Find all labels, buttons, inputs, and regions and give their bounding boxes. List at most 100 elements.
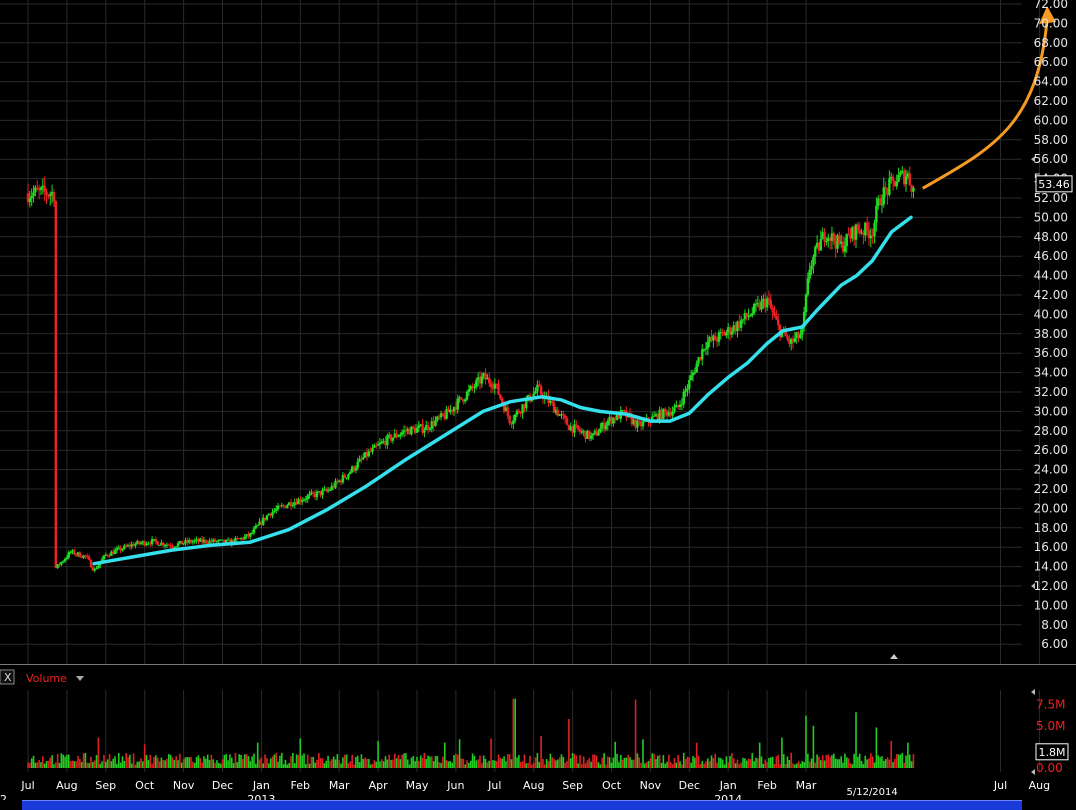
volume-bar [695,742,698,768]
candle-up [165,544,169,546]
volume-bar [395,758,398,768]
candle-up [888,178,891,195]
volume-bar [829,756,831,768]
candle-up [452,407,456,412]
volume-bar [268,763,270,768]
candle-up [174,546,178,548]
volume-bar [495,761,498,768]
volume-bar [727,762,729,768]
volume-bar [397,755,400,768]
volume-bar [62,754,64,768]
candle-down [325,489,328,491]
price-tick-label: 30.00 [1034,404,1068,418]
candle-up [799,334,802,339]
volume-bar [43,763,46,768]
month-label: Mar [329,779,350,792]
candle-up [428,428,432,430]
volume-bars [27,698,915,768]
candle-up [795,332,798,339]
volume-bar [316,759,318,768]
volume-bar [301,755,303,768]
candle-up [276,505,280,509]
volume-bar [160,757,163,768]
volume-bar [105,761,107,768]
volume-bar [486,762,489,768]
candle-up [147,543,150,545]
candle-up [32,192,35,197]
candle-up [150,539,154,545]
candle-down [710,337,713,341]
volume-bar [590,761,592,768]
volume-bar [355,757,357,768]
candle-down [784,330,787,337]
volume-bar [75,761,77,768]
volume-bar [875,727,878,768]
candle-up [239,537,243,539]
volume-bar [716,762,718,768]
volume-bar [899,754,902,768]
candle-down [884,187,887,189]
scroll-up-marker[interactable] [890,654,898,659]
price-tick-label: 42.00 [1034,288,1068,302]
volume-bar [514,698,516,768]
candle-down [775,315,778,320]
volume-bar [466,760,468,768]
volume-bar [67,754,70,768]
candle-up [912,187,915,192]
candle-down [565,418,569,426]
volume-bar [801,761,804,768]
candle-down [745,313,748,317]
candle-up [725,332,728,336]
month-label: Jul [20,779,34,792]
candle-down [576,425,580,430]
volume-bar [651,753,654,768]
volume-dropdown-icon[interactable] [76,676,84,681]
candle-up [704,348,708,350]
volume-bar [621,759,624,768]
volume-bar [673,757,676,768]
candle-up [815,242,819,247]
candle-down [413,428,417,433]
candle-down [551,400,554,403]
candle-down [232,540,235,544]
volume-bar [799,763,802,768]
volume-bar [631,759,633,768]
price-tick-label: 72.00 [1034,0,1068,11]
month-label: Oct [602,779,622,792]
candle-down [902,170,906,185]
price-tick-label: 64.00 [1034,75,1068,89]
volume-bar [627,754,629,768]
volume-bar [832,753,835,768]
volume-bar [844,753,846,768]
volume-bar [292,752,294,768]
candle-down [284,505,287,508]
candle-down [891,176,895,181]
candle-up [493,383,496,389]
trend-arrow-shaft [921,19,1049,190]
volume-bar [177,760,179,768]
volume-bar [130,763,133,768]
candle-down [343,474,346,478]
last-volume-box [1035,743,1069,761]
candle-up [363,452,367,458]
time-scrollbar[interactable] [22,800,1022,810]
candle-up [589,435,593,439]
candle-up [560,414,563,416]
candle-up [827,237,830,242]
volume-bar [766,761,768,768]
volume-bar [53,764,55,768]
candle-down [299,499,302,502]
candle-up [367,451,371,457]
volume-bar [240,754,242,768]
volume-bar [260,757,263,768]
candle-up [830,233,834,241]
volume-bar [82,753,85,768]
volume-close-button[interactable] [0,669,15,685]
volume-bar [88,762,90,768]
candle-up [388,434,391,436]
volume-close-icon[interactable]: X [4,671,12,684]
volume-bar [447,761,450,768]
candle-up [515,410,519,415]
candle-down [728,327,732,335]
volume-bar [382,761,385,768]
